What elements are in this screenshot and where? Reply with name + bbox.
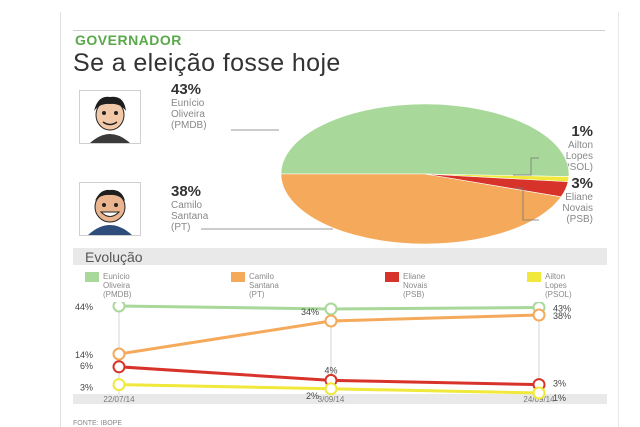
candidate-percent: 3% <box>571 175 593 192</box>
data-point-camilo <box>532 308 546 322</box>
legend-swatch <box>385 272 399 282</box>
caricature-icon <box>80 183 140 235</box>
data-label: 1% <box>553 393 566 403</box>
candidate-party: (PSOL) <box>559 162 593 173</box>
legend-label: Eunício <box>103 272 130 281</box>
data-point-eliane <box>112 360 126 374</box>
source-credit: FONTE: IBOPE <box>73 420 123 427</box>
candidate-party: (PSB) <box>566 214 593 225</box>
candidate-party: (PMDB) <box>171 120 207 131</box>
candidate-label-eunicio: 43% Eunício Oliveira (PMDB) <box>171 81 207 132</box>
caricature-icon <box>80 91 140 143</box>
page-title: Se a eleição fosse hoje <box>73 49 341 77</box>
candidate-name-line: Novais <box>562 203 593 214</box>
x-tick-label: 24/09/14 <box>523 395 555 404</box>
candidate-label-camilo: 38% Camilo Santana (PT) <box>171 183 209 234</box>
pie-slice-eunicio <box>280 103 570 177</box>
legend-label: Oliveira <box>103 281 131 290</box>
data-label: 6% <box>80 361 93 371</box>
data-point-ailton <box>324 382 338 396</box>
legend-label: Camilo <box>249 272 274 281</box>
data-label: 4% <box>324 365 337 375</box>
x-tick-label: 3/09/14 <box>318 395 345 404</box>
legend-swatch <box>527 272 541 282</box>
legend-label: Eliane <box>403 272 426 281</box>
legend-label: Santana <box>249 281 279 290</box>
data-point-ailton <box>112 378 126 392</box>
candidate-party: (PT) <box>171 222 191 233</box>
data-label: 2% <box>306 391 319 401</box>
data-point-ailton <box>532 386 546 400</box>
evolution-header: Evolução <box>73 248 607 265</box>
legend-label: (PSB) <box>403 290 425 299</box>
candidate-name-line: Oliveira <box>171 109 205 120</box>
legend-swatch <box>85 272 99 282</box>
evolution-title: Evolução <box>85 249 143 265</box>
legend-label: (PMDB) <box>103 290 132 299</box>
legend-label: Ailton <box>545 272 566 281</box>
line-chart: 22/07/14 3/09/14 24/09/14 44% 42% 43% 14% 34% 38… <box>73 302 607 404</box>
data-label: 3% <box>80 383 93 393</box>
data-label: 43% <box>553 304 571 314</box>
legend-label: Lopes <box>545 281 567 290</box>
data-label: 38% <box>553 311 571 321</box>
candidate-portrait-camilo <box>79 182 141 236</box>
candidate-name-line: Ailton <box>567 140 593 151</box>
infographic-card: GOVERNADOR Se a eleição fosse hoje 43% E… <box>60 12 619 427</box>
top-rule <box>73 30 605 31</box>
section-label: GOVERNADOR <box>75 32 182 48</box>
data-label: 34% <box>301 307 319 317</box>
data-point-eunicio <box>324 302 338 316</box>
candidate-label-eliane: 3% Eliane Novais (PSB) <box>531 175 593 226</box>
pie-chart <box>201 103 570 245</box>
x-tick-label: 22/07/14 <box>103 395 135 404</box>
data-label: 3% <box>553 379 566 389</box>
legend-label: (PSOL) <box>545 290 572 299</box>
candidate-name-line: Eunício <box>171 98 205 109</box>
leader-line-ailton <box>513 157 539 176</box>
x-axis-band <box>73 394 607 404</box>
data-point-eunicio <box>112 302 126 313</box>
legend-swatch <box>231 272 245 282</box>
data-point-camilo <box>112 347 126 361</box>
candidate-name-line: Lopes <box>565 151 593 162</box>
evolution-section: Evolução Eunício Oliveira (PMDB) Camilo … <box>73 248 607 418</box>
pie-slice-camilo <box>280 173 562 245</box>
candidate-percent: 43% <box>171 81 202 98</box>
leader-line-eliane <box>515 187 539 221</box>
candidate-name-line: Santana <box>171 211 209 222</box>
candidate-name-line: Eliane <box>565 192 593 203</box>
candidate-name-line: Camilo <box>171 200 203 211</box>
legend-label: (PT) <box>249 290 265 299</box>
data-label: 42% <box>322 302 340 304</box>
candidate-label-ailton: 1% Ailton Lopes (PSOL) <box>531 123 593 174</box>
candidate-portrait-eunicio <box>79 90 141 144</box>
data-label: 44% <box>75 302 93 312</box>
data-label: 14% <box>75 350 93 360</box>
candidate-percent: 38% <box>171 183 202 200</box>
data-point-camilo <box>324 314 338 328</box>
legend-label: Novais <box>403 281 428 290</box>
candidate-percent: 1% <box>571 123 593 140</box>
